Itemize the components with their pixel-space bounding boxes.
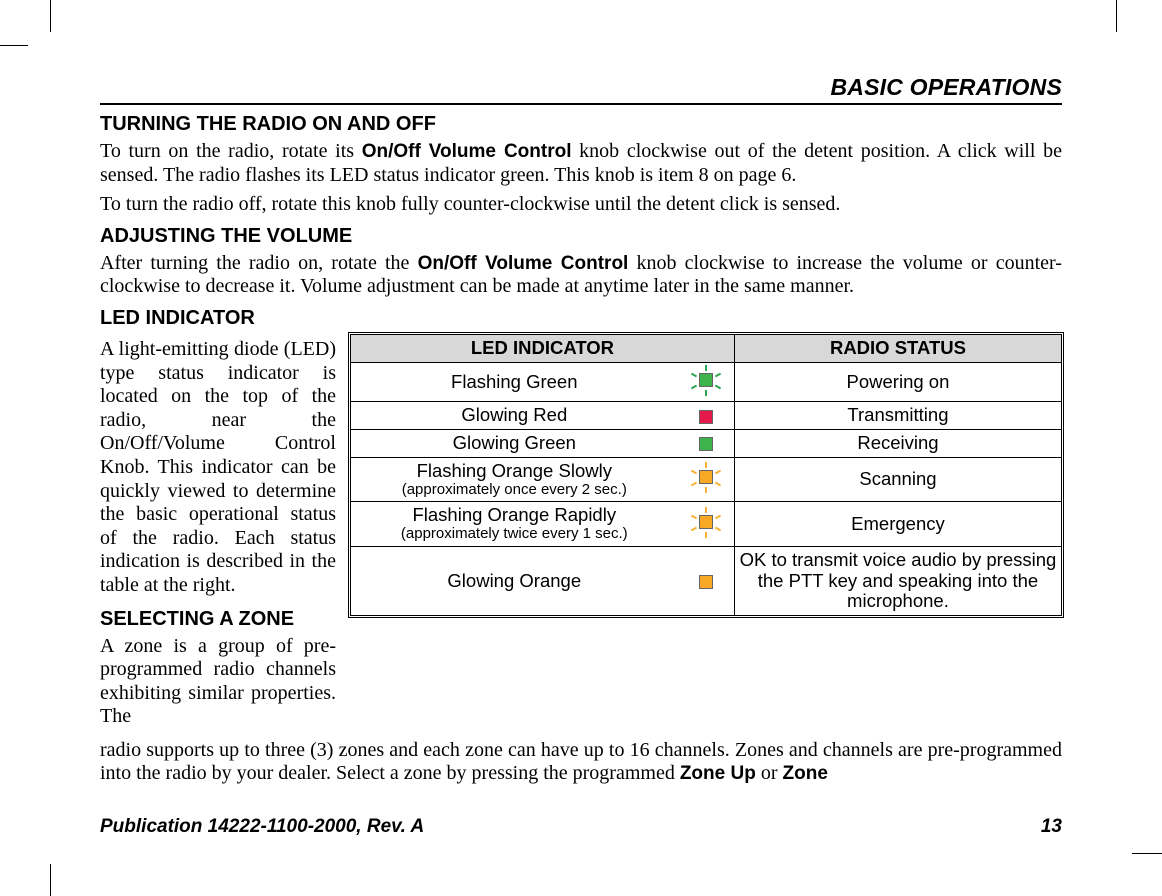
crop-mark	[0, 45, 28, 46]
table-row: Glowing Red Transmitting	[351, 402, 1062, 430]
crop-mark	[1132, 853, 1162, 854]
text: After turning the radio on, rotate the	[100, 252, 418, 274]
para-turn-off: To turn the radio off, rotate this knob …	[100, 193, 1062, 217]
cell-status: Receiving	[734, 430, 1061, 458]
footer: Publication 14222-1100-2000, Rev. A 13	[100, 816, 1062, 838]
right-column: LED INDICATOR RADIO STATUS Flashing Gree…	[350, 334, 1062, 616]
cell-led-icon	[678, 430, 735, 458]
cell-indicator: Glowing Orange	[351, 546, 678, 615]
led-glow-icon	[699, 575, 713, 589]
led-glow-icon	[699, 437, 713, 451]
page: BASIC OPERATIONS TURNING THE RADIO ON AN…	[0, 0, 1162, 896]
led-flash-icon	[691, 366, 721, 394]
cell-indicator: Flashing Orange Rapidly(approximately tw…	[351, 502, 678, 547]
para-led: A light-emitting diode (LED) type status…	[100, 338, 336, 598]
para-turn-on: To turn on the radio, rotate its On/Off …	[100, 140, 1062, 187]
para-volume: After turning the radio on, rotate the O…	[100, 252, 1062, 299]
left-column: A light-emitting diode (LED) type status…	[100, 334, 336, 735]
para-zone-2: radio supports up to three (3) zones and…	[100, 739, 1062, 786]
text: radio supports up to three (3) zones and…	[100, 739, 1062, 785]
table-row: Glowing Orange OK to transmit voice audio…	[351, 546, 1062, 615]
cell-indicator: Flashing Orange Slowly(approximately onc…	[351, 457, 678, 502]
cell-led-icon	[678, 457, 735, 502]
text: To turn on the radio, rotate its	[100, 140, 362, 162]
table-row: Flashing Green Powering on	[351, 362, 1062, 402]
divider	[100, 103, 1062, 105]
section-title: BASIC OPERATIONS	[100, 74, 1062, 101]
led-flash-icon	[691, 508, 721, 536]
th-status: RADIO STATUS	[734, 334, 1061, 362]
cell-led-icon	[678, 546, 735, 615]
bold-onoff: On/Off Volume Control	[362, 141, 572, 162]
bold-zone-up: Zone Up	[680, 763, 756, 784]
text: or	[756, 762, 783, 784]
table-row: Flashing Orange Rapidly(approximately tw…	[351, 502, 1062, 547]
led-glow-icon	[699, 410, 713, 424]
cell-status: Scanning	[734, 457, 1061, 502]
crop-mark	[50, 0, 51, 32]
heading-turning-on-off: TURNING THE RADIO ON AND OFF	[100, 113, 1062, 136]
heading-volume: ADJUSTING THE VOLUME	[100, 225, 1062, 248]
th-indicator: LED INDICATOR	[351, 334, 735, 362]
page-number: 13	[1041, 816, 1062, 838]
cell-led-icon	[678, 362, 735, 402]
led-flash-icon	[691, 463, 721, 491]
cell-led-icon	[678, 502, 735, 547]
cell-status: Emergency	[734, 502, 1061, 547]
bold-onoff: On/Off Volume Control	[418, 253, 629, 274]
table-header-row: LED INDICATOR RADIO STATUS	[351, 334, 1062, 362]
cell-led-icon	[678, 402, 735, 430]
cell-status: OK to transmit voice audio by pressing t…	[734, 546, 1061, 615]
two-column-region: A light-emitting diode (LED) type status…	[100, 334, 1062, 735]
bold-zone: Zone	[783, 763, 828, 784]
led-indicator-table: LED INDICATOR RADIO STATUS Flashing Gree…	[350, 334, 1062, 616]
publication-id: Publication 14222-1100-2000, Rev. A	[100, 816, 424, 838]
cell-indicator: Flashing Green	[351, 362, 678, 402]
table-row: Glowing Green Receiving	[351, 430, 1062, 458]
content-area: BASIC OPERATIONS TURNING THE RADIO ON AN…	[100, 74, 1062, 792]
crop-mark	[50, 864, 51, 896]
table-row: Flashing Orange Slowly(approximately onc…	[351, 457, 1062, 502]
crop-mark	[1116, 0, 1117, 32]
cell-status: Powering on	[734, 362, 1061, 402]
heading-led: LED INDICATOR	[100, 307, 1062, 330]
heading-zone: SELECTING A ZONE	[100, 608, 336, 631]
cell-status: Transmitting	[734, 402, 1061, 430]
cell-indicator: Glowing Green	[351, 430, 678, 458]
cell-indicator: Glowing Red	[351, 402, 678, 430]
para-zone-1: A zone is a group of pre-programmed radi…	[100, 635, 336, 729]
